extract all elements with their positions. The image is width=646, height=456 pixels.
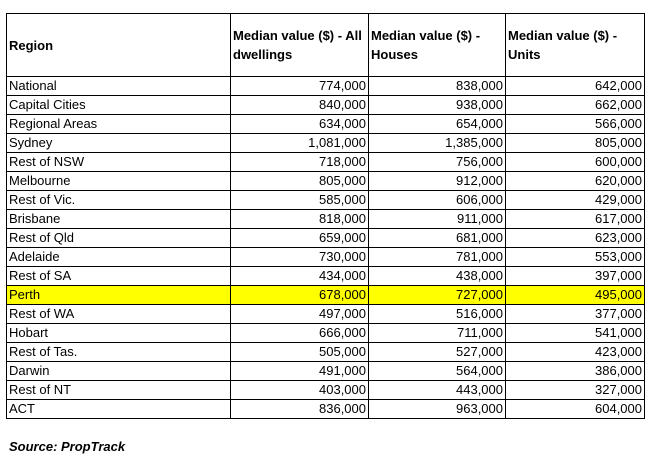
table-row: Rest of WA 497,000 516,000 377,000 bbox=[6, 304, 645, 324]
header-row: Region Median value ($) - All dwellings … bbox=[6, 13, 645, 77]
houses-cell: 711,000 bbox=[368, 323, 506, 343]
header-houses: Median value ($) - Houses bbox=[368, 13, 506, 77]
all-dwellings-cell: 434,000 bbox=[230, 266, 369, 286]
all-dwellings-cell: 666,000 bbox=[230, 323, 369, 343]
units-cell: 377,000 bbox=[505, 304, 645, 324]
region-cell: Melbourne bbox=[6, 171, 231, 191]
all-dwellings-cell: 585,000 bbox=[230, 190, 369, 210]
table-row: Capital Cities 840,000 938,000 662,000 bbox=[6, 95, 645, 115]
houses-cell: 564,000 bbox=[368, 361, 506, 381]
region-cell: Hobart bbox=[6, 323, 231, 343]
region-cell: Rest of SA bbox=[6, 266, 231, 286]
region-cell: Regional Areas bbox=[6, 114, 231, 134]
houses-cell: 606,000 bbox=[368, 190, 506, 210]
table-row: Rest of SA 434,000 438,000 397,000 bbox=[6, 266, 645, 286]
region-cell: Rest of NSW bbox=[6, 152, 231, 172]
source-note: Source: PropTrack bbox=[9, 439, 126, 454]
table-row: Regional Areas 634,000 654,000 566,000 bbox=[6, 114, 645, 134]
header-units: Median value ($) - Units bbox=[505, 13, 645, 77]
table-row: Melbourne 805,000 912,000 620,000 bbox=[6, 171, 645, 191]
table-row: Rest of Tas. 505,000 527,000 423,000 bbox=[6, 342, 645, 362]
houses-cell: 516,000 bbox=[368, 304, 506, 324]
houses-cell: 838,000 bbox=[368, 76, 506, 96]
median-value-table: Region Median value ($) - All dwellings … bbox=[6, 13, 645, 419]
all-dwellings-cell: 818,000 bbox=[230, 209, 369, 229]
units-cell: 423,000 bbox=[505, 342, 645, 362]
units-cell: 495,000 bbox=[505, 285, 645, 305]
table-row: Darwin 491,000 564,000 386,000 bbox=[6, 361, 645, 381]
all-dwellings-cell: 730,000 bbox=[230, 247, 369, 267]
table-row: Brisbane 818,000 911,000 617,000 bbox=[6, 209, 645, 229]
houses-cell: 756,000 bbox=[368, 152, 506, 172]
houses-cell: 963,000 bbox=[368, 399, 506, 419]
header-region: Region bbox=[6, 13, 231, 77]
units-cell: 327,000 bbox=[505, 380, 645, 400]
all-dwellings-cell: 840,000 bbox=[230, 95, 369, 115]
region-cell: Rest of Tas. bbox=[6, 342, 231, 362]
table-row: Rest of NSW 718,000 756,000 600,000 bbox=[6, 152, 645, 172]
houses-cell: 912,000 bbox=[368, 171, 506, 191]
units-cell: 600,000 bbox=[505, 152, 645, 172]
units-cell: 541,000 bbox=[505, 323, 645, 343]
region-cell: Rest of Vic. bbox=[6, 190, 231, 210]
units-cell: 397,000 bbox=[505, 266, 645, 286]
table-row: ACT 836,000 963,000 604,000 bbox=[6, 399, 645, 419]
houses-cell: 938,000 bbox=[368, 95, 506, 115]
all-dwellings-cell: 497,000 bbox=[230, 304, 369, 324]
units-cell: 620,000 bbox=[505, 171, 645, 191]
units-cell: 623,000 bbox=[505, 228, 645, 248]
table-row: Sydney 1,081,000 1,385,000 805,000 bbox=[6, 133, 645, 153]
table-row: Hobart 666,000 711,000 541,000 bbox=[6, 323, 645, 343]
all-dwellings-cell: 836,000 bbox=[230, 399, 369, 419]
units-cell: 642,000 bbox=[505, 76, 645, 96]
houses-cell: 443,000 bbox=[368, 380, 506, 400]
houses-cell: 438,000 bbox=[368, 266, 506, 286]
all-dwellings-cell: 403,000 bbox=[230, 380, 369, 400]
units-cell: 429,000 bbox=[505, 190, 645, 210]
units-cell: 662,000 bbox=[505, 95, 645, 115]
all-dwellings-cell: 718,000 bbox=[230, 152, 369, 172]
table-row: Adelaide 730,000 781,000 553,000 bbox=[6, 247, 645, 267]
table-row: National 774,000 838,000 642,000 bbox=[6, 76, 645, 96]
units-cell: 553,000 bbox=[505, 247, 645, 267]
houses-cell: 1,385,000 bbox=[368, 133, 506, 153]
region-cell: National bbox=[6, 76, 231, 96]
table-row: Rest of NT 403,000 443,000 327,000 bbox=[6, 380, 645, 400]
table-row: Rest of Qld 659,000 681,000 623,000 bbox=[6, 228, 645, 248]
all-dwellings-cell: 491,000 bbox=[230, 361, 369, 381]
header-all-dwellings: Median value ($) - All dwellings bbox=[230, 13, 369, 77]
all-dwellings-cell: 678,000 bbox=[230, 285, 369, 305]
all-dwellings-cell: 774,000 bbox=[230, 76, 369, 96]
region-cell: Perth bbox=[6, 285, 231, 305]
all-dwellings-cell: 659,000 bbox=[230, 228, 369, 248]
houses-cell: 727,000 bbox=[368, 285, 506, 305]
region-cell: Rest of NT bbox=[6, 380, 231, 400]
houses-cell: 781,000 bbox=[368, 247, 506, 267]
region-cell: Rest of WA bbox=[6, 304, 231, 324]
region-cell: Sydney bbox=[6, 133, 231, 153]
all-dwellings-cell: 805,000 bbox=[230, 171, 369, 191]
units-cell: 617,000 bbox=[505, 209, 645, 229]
region-cell: ACT bbox=[6, 399, 231, 419]
houses-cell: 681,000 bbox=[368, 228, 506, 248]
region-cell: Darwin bbox=[6, 361, 231, 381]
all-dwellings-cell: 634,000 bbox=[230, 114, 369, 134]
units-cell: 805,000 bbox=[505, 133, 645, 153]
units-cell: 566,000 bbox=[505, 114, 645, 134]
region-cell: Rest of Qld bbox=[6, 228, 231, 248]
region-cell: Capital Cities bbox=[6, 95, 231, 115]
houses-cell: 527,000 bbox=[368, 342, 506, 362]
units-cell: 386,000 bbox=[505, 361, 645, 381]
region-cell: Adelaide bbox=[6, 247, 231, 267]
all-dwellings-cell: 505,000 bbox=[230, 342, 369, 362]
table-row: Rest of Vic. 585,000 606,000 429,000 bbox=[6, 190, 645, 210]
all-dwellings-cell: 1,081,000 bbox=[230, 133, 369, 153]
houses-cell: 911,000 bbox=[368, 209, 506, 229]
table-row: Perth 678,000 727,000 495,000 bbox=[6, 285, 645, 305]
houses-cell: 654,000 bbox=[368, 114, 506, 134]
units-cell: 604,000 bbox=[505, 399, 645, 419]
region-cell: Brisbane bbox=[6, 209, 231, 229]
